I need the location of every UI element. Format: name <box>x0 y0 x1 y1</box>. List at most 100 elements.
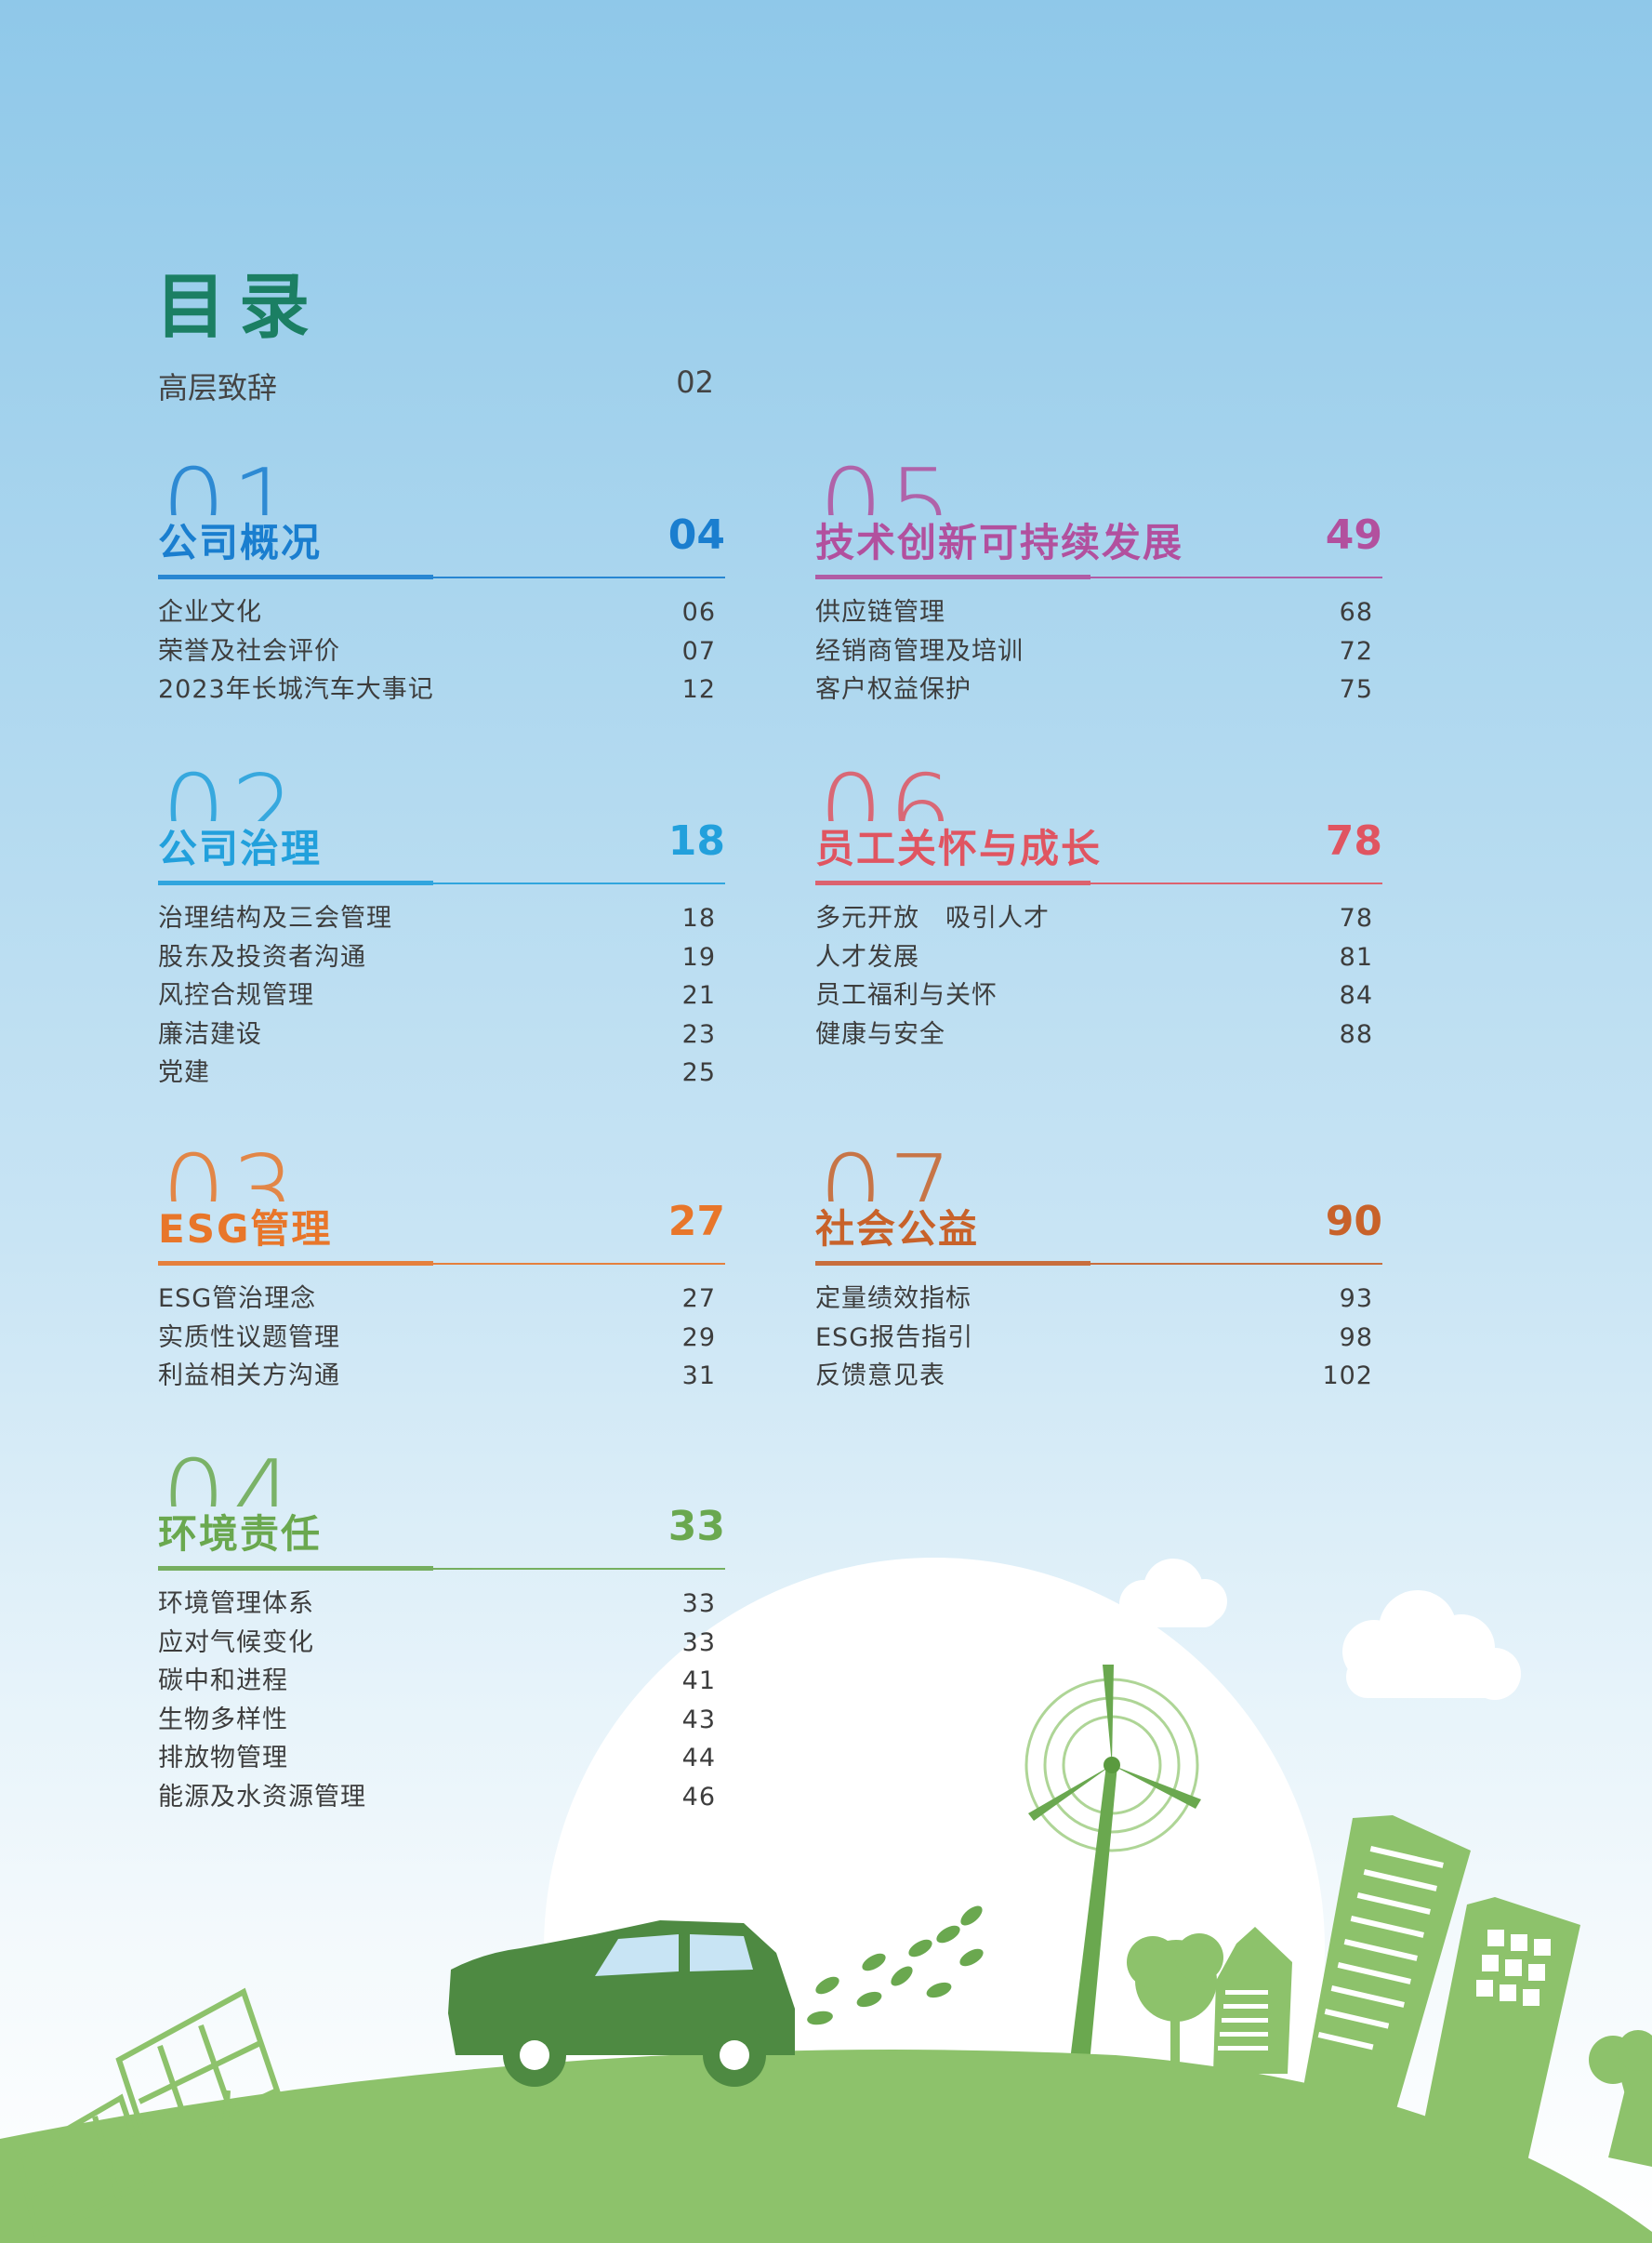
toc-entry[interactable]: 2023年长城汽车大事记 12 <box>158 670 725 710</box>
toc-entry[interactable]: 股东及投资者沟通 19 <box>158 938 725 977</box>
toc-entry-label: 碳中和进程 <box>158 1666 288 1695</box>
toc-entry-page: 29 <box>681 1322 716 1352</box>
section-page: 33 <box>667 1503 725 1550</box>
toc-entry[interactable]: 环境管理体系 33 <box>158 1585 725 1624</box>
section-item-list: 环境管理体系 33 应对气候变化 33 碳中和进程 41 生物多样性 43 排放物管理 44 能源及… <box>158 1585 725 1816</box>
toc-entry-page: 68 <box>1339 598 1373 627</box>
buildings-icon <box>1213 1815 1652 2174</box>
toc-section-07: 07 社会公益 90 定量绩效指标 93 ESG报告指引 98 反馈意见表 102 <box>815 1138 1382 1408</box>
section-page: 49 <box>1325 511 1382 559</box>
toc-entry-page: 18 <box>681 904 716 933</box>
section-title[interactable]: 社会公益 <box>815 1206 980 1252</box>
toc-entry[interactable]: 多元开放 吸引人才 78 <box>815 899 1382 938</box>
section-title[interactable]: ESG管理 <box>158 1206 333 1252</box>
toc-entry[interactable]: 利益相关方沟通 31 <box>158 1357 725 1396</box>
toc-entry-page: 19 <box>681 942 716 972</box>
toc-entry-page: 78 <box>1339 904 1373 933</box>
toc-entry-page: 33 <box>681 1627 716 1657</box>
toc-entry[interactable]: 廉洁建设 23 <box>158 1015 725 1055</box>
toc-entry-label: 经销商管理及培训 <box>815 636 1024 666</box>
toc-entry[interactable]: 人才发展 81 <box>815 938 1382 977</box>
toc-entry-label: 客户权益保护 <box>815 675 971 704</box>
toc-intro-page: 02 <box>676 365 714 400</box>
toc-entry[interactable]: 生物多样性 43 <box>158 1701 725 1740</box>
toc-entry-page: 98 <box>1339 1322 1373 1352</box>
toc-entry[interactable]: 实质性议题管理 29 <box>158 1319 725 1358</box>
toc-entry[interactable]: 健康与安全 88 <box>815 1015 1382 1055</box>
toc-entry[interactable]: 能源及水资源管理 46 <box>158 1778 725 1817</box>
toc-entry[interactable]: 碳中和进程 41 <box>158 1662 725 1701</box>
toc-section-03: 03 ESG管理 27 ESG管治理念 27 实质性议题管理 29 利益相关方沟通 31 <box>158 1138 725 1408</box>
page-title: 目录 <box>155 265 323 348</box>
toc-entry[interactable]: 员工福利与关怀 84 <box>815 976 1382 1015</box>
toc-entry-page: 72 <box>1339 636 1373 666</box>
toc-entry-page: 33 <box>681 1589 716 1618</box>
toc-entry-page: 81 <box>1339 942 1373 972</box>
toc-entry-label: 利益相关方沟通 <box>158 1361 340 1390</box>
toc-entry-page: 43 <box>681 1705 716 1734</box>
toc-entry-label: 多元开放 吸引人才 <box>815 904 1050 933</box>
toc-entry-page: 12 <box>681 675 716 704</box>
solar-panel-icon <box>15 1987 281 2241</box>
section-item-list: 定量绩效指标 93 ESG报告指引 98 反馈意见表 102 <box>815 1280 1382 1396</box>
wind-turbine-icon <box>1024 1665 1201 2083</box>
section-title[interactable]: 公司治理 <box>158 826 323 871</box>
section-item-list: 治理结构及三会管理 18 股东及投资者沟通 19 风控合规管理 21 廉洁建设 23 党建 25 <box>158 899 725 1093</box>
section-divider <box>815 881 1382 885</box>
toc-section-05: 05 技术创新可持续发展 49 供应链管理 68 经销商管理及培训 72 客户权益保护 7… <box>815 452 1382 722</box>
section-divider <box>158 881 725 885</box>
toc-entry[interactable]: 党建 25 <box>158 1054 725 1093</box>
toc-entry[interactable]: 排放物管理 44 <box>158 1739 725 1778</box>
toc-entry-page: 44 <box>681 1744 716 1772</box>
toc-entry-page: 84 <box>1339 981 1373 1010</box>
toc-entry[interactable]: 风控合规管理 21 <box>158 976 725 1015</box>
section-page: 04 <box>667 511 725 559</box>
section-divider <box>815 575 1382 579</box>
toc-entry-label: 党建 <box>158 1058 210 1087</box>
toc-entry[interactable]: 应对气候变化 33 <box>158 1624 725 1663</box>
toc-entry[interactable]: 荣誉及社会评价 07 <box>158 632 725 671</box>
section-page: 27 <box>667 1198 725 1245</box>
toc-entry[interactable]: 治理结构及三会管理 18 <box>158 899 725 938</box>
section-title[interactable]: 环境责任 <box>158 1511 323 1557</box>
toc-entry[interactable]: 反馈意见表 102 <box>815 1357 1382 1396</box>
toc-entry-page: 25 <box>681 1058 716 1087</box>
building-windows <box>1218 1846 1551 2051</box>
toc-entry-label: 排放物管理 <box>158 1744 288 1772</box>
toc-intro-label: 高层致辞 <box>158 370 278 405</box>
section-number: 03 <box>162 1138 301 1201</box>
section-divider <box>158 1261 725 1266</box>
section-title[interactable]: 员工关怀与成长 <box>815 826 1103 871</box>
cloud-icon <box>1342 1590 1521 1700</box>
toc-entry[interactable]: 经销商管理及培训 72 <box>815 632 1382 671</box>
toc-entry-page: 75 <box>1339 675 1373 704</box>
section-page: 78 <box>1325 817 1382 865</box>
toc-entry[interactable]: 供应链管理 68 <box>815 593 1382 632</box>
section-title[interactable]: 公司概况 <box>158 520 323 565</box>
section-item-list: 企业文化 06 荣誉及社会评价 07 2023年长城汽车大事记 12 <box>158 593 725 710</box>
section-title[interactable]: 技术创新可持续发展 <box>815 520 1184 565</box>
toc-section-01: 01 公司概况 04 企业文化 06 荣誉及社会评价 07 2023年长城汽车大事记 12 <box>158 452 725 722</box>
section-item-list: 供应链管理 68 经销商管理及培训 72 客户权益保护 75 <box>815 593 1382 710</box>
toc-entry-page: 102 <box>1322 1361 1373 1390</box>
toc-entry[interactable]: 定量绩效指标 93 <box>815 1280 1382 1319</box>
toc-entry[interactable]: ESG报告指引 98 <box>815 1319 1382 1358</box>
toc-entry-label: ESG报告指引 <box>815 1322 974 1352</box>
toc-entry-label: 应对气候变化 <box>158 1627 314 1657</box>
toc-intro-entry[interactable]: 高层致辞 02 <box>158 361 721 405</box>
section-number: 06 <box>819 758 958 821</box>
toc-entry[interactable]: 客户权益保护 75 <box>815 670 1382 710</box>
toc-entry-page: 46 <box>681 1782 716 1812</box>
toc-entry-page: 06 <box>681 598 716 627</box>
section-divider <box>815 1261 1382 1266</box>
tree-icon <box>1127 1933 1223 2083</box>
section-number: 05 <box>819 452 958 515</box>
toc-section-04: 04 环境责任 33 环境管理体系 33 应对气候变化 33 碳中和进程 41 生物多样性 4… <box>158 1443 725 1834</box>
toc-entry-label: 反馈意见表 <box>815 1361 945 1390</box>
tree-icon <box>1589 2030 1652 2146</box>
toc-entry[interactable]: ESG管治理念 27 <box>158 1280 725 1319</box>
toc-entry[interactable]: 企业文化 06 <box>158 593 725 632</box>
toc-entry-label: 定量绩效指标 <box>815 1284 971 1313</box>
car-icon <box>448 1920 795 2087</box>
toc-entry-label: 生物多样性 <box>158 1705 288 1734</box>
